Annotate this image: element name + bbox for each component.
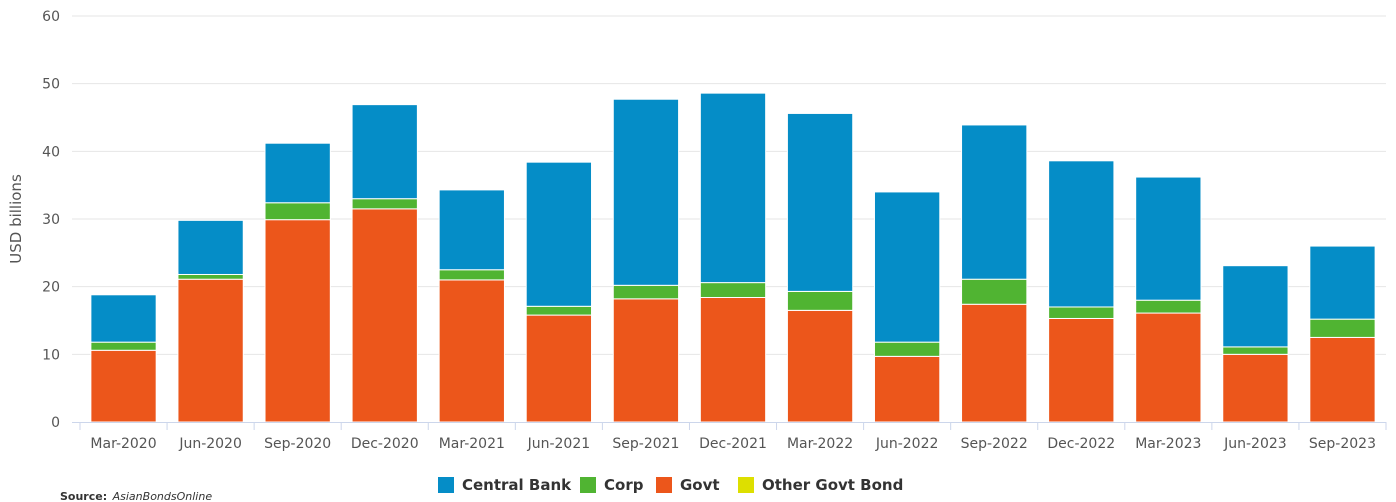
legend-swatch bbox=[738, 477, 754, 493]
bar-segment-corp[interactable] bbox=[786, 290, 854, 311]
x-tick-label: Jun-2022 bbox=[875, 436, 939, 452]
bar-segment-central-bank[interactable] bbox=[1048, 160, 1115, 308]
bar-segment-govt[interactable] bbox=[1309, 336, 1376, 423]
bar-segment-govt[interactable] bbox=[438, 279, 505, 423]
bar-segment-govt[interactable] bbox=[264, 219, 331, 423]
x-tick-label: Mar-2020 bbox=[90, 436, 156, 452]
legend-item-corp[interactable]: Corp bbox=[580, 476, 644, 494]
bar-segment-corp[interactable] bbox=[612, 284, 680, 300]
bar-segment-central-bank[interactable] bbox=[1222, 265, 1289, 348]
x-tick-label: Sep-2022 bbox=[961, 436, 1028, 452]
y-axis-title: USD billions bbox=[7, 174, 25, 264]
bar-segment-central-bank[interactable] bbox=[90, 294, 157, 343]
x-tick-label: Dec-2020 bbox=[351, 436, 419, 452]
x-axis-ticks: Mar-2020 Jun-2020 Sep-2020 Dec-2020 Mar-2021… bbox=[79, 422, 1387, 452]
bar-segment-corp[interactable] bbox=[961, 278, 1028, 305]
bar-segment-corp[interactable] bbox=[351, 198, 418, 210]
bar-segment-central-bank[interactable] bbox=[264, 142, 331, 204]
bar-segment-govt[interactable] bbox=[177, 278, 244, 423]
bar-segment-central-bank[interactable] bbox=[1135, 176, 1202, 301]
bar-segment-corp[interactable] bbox=[699, 282, 767, 298]
bar-segment-corp[interactable] bbox=[1135, 299, 1202, 314]
source-note: Source: AsianBondsOnline bbox=[60, 490, 212, 502]
legend-label: Other Govt Bond bbox=[762, 476, 903, 494]
bar-segment-corp[interactable] bbox=[525, 305, 593, 316]
x-tick-label: Sep-2020 bbox=[264, 436, 331, 452]
source-name: AsianBondsOnline bbox=[112, 490, 213, 502]
x-tick-label: Mar-2023 bbox=[1135, 436, 1201, 452]
bar-segment-govt[interactable] bbox=[1135, 312, 1202, 423]
legend-swatch bbox=[656, 477, 672, 493]
bar-segment-corp[interactable] bbox=[177, 273, 244, 280]
legend-label: Govt bbox=[680, 476, 720, 494]
legend-label: Corp bbox=[604, 476, 644, 494]
y-tick-label: 30 bbox=[42, 212, 60, 228]
bar-segment-central-bank[interactable] bbox=[873, 191, 941, 343]
legend-item-other-govt-bond[interactable]: Other Govt Bond bbox=[738, 476, 903, 494]
x-tick-label: Jun-2023 bbox=[1223, 436, 1287, 452]
bar-segment-central-bank[interactable] bbox=[961, 124, 1028, 280]
bar-segment-central-bank[interactable] bbox=[177, 219, 244, 275]
bar-segment-govt[interactable] bbox=[612, 298, 680, 423]
bar-segment-corp[interactable] bbox=[873, 341, 941, 357]
bar-segment-corp[interactable] bbox=[90, 341, 157, 351]
bar-segment-corp[interactable] bbox=[264, 202, 331, 221]
bar-segment-govt[interactable] bbox=[873, 355, 941, 423]
bar-segment-central-bank[interactable] bbox=[525, 161, 593, 307]
bar-segment-govt[interactable] bbox=[351, 208, 418, 423]
bar-segment-govt[interactable] bbox=[699, 296, 767, 423]
x-tick-label: Jun-2020 bbox=[178, 436, 242, 452]
legend-label: Central Bank bbox=[462, 476, 572, 494]
legend-swatch bbox=[580, 477, 596, 493]
bar-segment-govt[interactable] bbox=[961, 303, 1028, 423]
bar-segment-govt[interactable] bbox=[786, 309, 854, 423]
y-tick-label: 50 bbox=[42, 77, 60, 93]
bar-segment-central-bank[interactable] bbox=[786, 112, 854, 292]
source-label: Source: bbox=[60, 490, 107, 502]
legend: Central Bank Corp Govt Other Govt Bond bbox=[438, 476, 903, 494]
bar-segment-corp[interactable] bbox=[1222, 346, 1289, 355]
bars bbox=[90, 92, 1376, 423]
bar-segment-central-bank[interactable] bbox=[699, 92, 767, 284]
y-tick-label: 60 bbox=[42, 9, 60, 25]
bar-segment-corp[interactable] bbox=[1309, 318, 1376, 338]
y-axis-ticks: 0 10 20 30 40 50 60 bbox=[42, 9, 60, 431]
bar-segment-govt[interactable] bbox=[525, 314, 593, 423]
legend-swatch bbox=[438, 477, 454, 493]
x-tick-label: Mar-2021 bbox=[439, 436, 505, 452]
x-tick-label: Mar-2022 bbox=[787, 436, 853, 452]
x-tick-label: Dec-2021 bbox=[699, 436, 767, 452]
bar-segment-corp[interactable] bbox=[1048, 306, 1115, 319]
y-tick-label: 0 bbox=[51, 415, 60, 431]
x-tick-label: Sep-2023 bbox=[1309, 436, 1376, 452]
x-tick-label: Sep-2021 bbox=[612, 436, 679, 452]
y-tick-label: 20 bbox=[42, 280, 60, 296]
bar-segment-govt[interactable] bbox=[1048, 317, 1115, 423]
legend-item-govt[interactable]: Govt bbox=[656, 476, 720, 494]
bar-segment-govt[interactable] bbox=[90, 349, 157, 423]
x-tick-label: Dec-2022 bbox=[1047, 436, 1115, 452]
y-tick-label: 10 bbox=[42, 347, 60, 363]
x-tick-label: Jun-2021 bbox=[527, 436, 591, 452]
legend-item-central-bank[interactable]: Central Bank bbox=[438, 476, 572, 494]
bar-segment-govt[interactable] bbox=[1222, 353, 1289, 423]
bar-segment-central-bank[interactable] bbox=[438, 189, 505, 271]
bar-segment-central-bank[interactable] bbox=[351, 104, 418, 200]
bar-segment-central-bank[interactable] bbox=[1309, 245, 1376, 320]
bar-segment-corp[interactable] bbox=[438, 269, 505, 281]
bar-segment-central-bank[interactable] bbox=[612, 98, 680, 286]
y-tick-label: 40 bbox=[42, 144, 60, 160]
